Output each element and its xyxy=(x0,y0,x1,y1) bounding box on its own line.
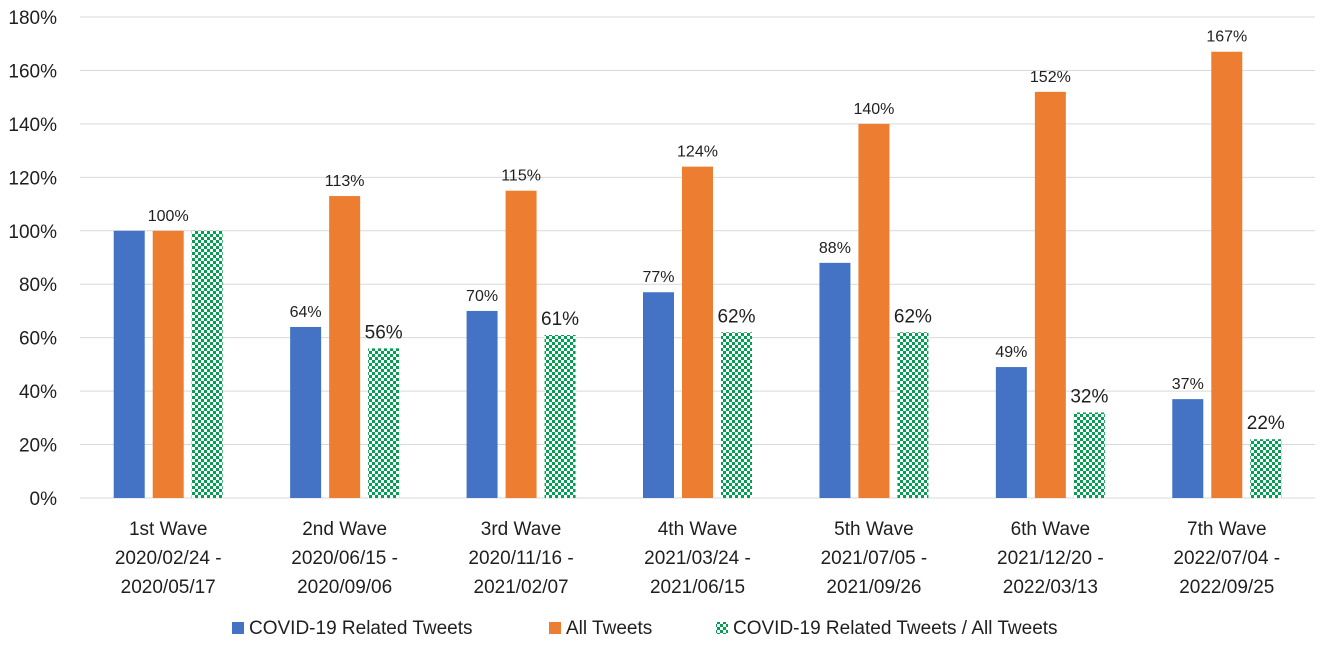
x-category-date: 2020/05/17 xyxy=(121,577,216,598)
data-label: 167% xyxy=(1206,29,1247,46)
bar-ratio xyxy=(1073,412,1105,498)
bar-all-tweets xyxy=(505,190,537,498)
x-category-name: 7th Wave xyxy=(1187,519,1267,540)
x-category-date: 2021/09/26 xyxy=(826,577,921,598)
y-tick-label: 40% xyxy=(19,382,57,403)
bar-covid-related xyxy=(113,230,145,498)
y-tick-label: 120% xyxy=(8,168,57,189)
bar-all-tweets xyxy=(329,196,361,499)
data-label: 140% xyxy=(853,101,894,118)
bar-ratio xyxy=(721,332,752,498)
bar-all-tweets xyxy=(1211,51,1243,498)
data-label: 64% xyxy=(290,304,322,321)
data-labels: 100% 64% 113% 56% 70% 115% 61% 77% 124% 62% 88% 140… xyxy=(148,29,1285,434)
data-label: 124% xyxy=(677,144,718,161)
x-category-name: 1st Wave xyxy=(129,519,208,540)
y-tick-label: 80% xyxy=(19,275,57,296)
data-label: 115% xyxy=(501,168,541,185)
bar-all-tweets xyxy=(152,230,184,498)
data-label: 49% xyxy=(995,344,1027,361)
bar-ratio xyxy=(368,348,400,498)
y-tick-label: 60% xyxy=(19,329,57,350)
x-axis-categories: 1st Wave 2020/02/24 - 2020/05/17 2nd Wave 20… xyxy=(115,519,1280,598)
bar-all-tweets xyxy=(682,166,713,498)
x-category-date: 2020/06/15 - xyxy=(291,548,398,569)
y-tick-label: 160% xyxy=(8,61,57,82)
data-label: 113% xyxy=(325,173,365,190)
bar-covid-related xyxy=(1172,399,1204,498)
data-label: 62% xyxy=(894,306,932,327)
data-label: 88% xyxy=(819,240,851,257)
y-axis-ticks: 0% 20% 40% 60% 80% 100% 120% 140% 160% 180% xyxy=(8,8,57,510)
x-category-date: 2021/02/07 xyxy=(474,577,569,598)
y-tick-label: 140% xyxy=(8,115,57,136)
bar-covid-related xyxy=(819,262,851,498)
x-category-date: 2021/06/15 xyxy=(650,577,745,598)
x-category-date: 2020/09/06 xyxy=(297,577,392,598)
bar-ratio xyxy=(191,230,223,498)
bar-covid-related xyxy=(995,367,1027,498)
legend-swatch xyxy=(549,622,561,634)
y-tick-label: 180% xyxy=(8,8,57,29)
x-category-name: 5th Wave xyxy=(834,519,914,540)
legend-label: COVID-19 Related Tweets / All Tweets xyxy=(733,618,1058,639)
data-label: 61% xyxy=(541,309,579,330)
x-category-date: 2021/12/20 - xyxy=(997,548,1104,569)
bar-ratio xyxy=(544,334,576,498)
y-tick-label: 100% xyxy=(8,222,57,243)
y-tick-label: 0% xyxy=(30,489,58,510)
x-category-date: 2022/07/04 - xyxy=(1173,548,1280,569)
legend: COVID-19 Related Tweets All Tweets COVID-1… xyxy=(232,618,1058,639)
data-label: 22% xyxy=(1247,413,1285,434)
data-label: 37% xyxy=(1172,376,1204,393)
bar-covid-related xyxy=(643,292,674,498)
x-category-date: 2021/03/24 - xyxy=(644,548,751,569)
x-category-name: 6th Wave xyxy=(1011,519,1091,540)
data-label: 77% xyxy=(642,269,674,286)
data-label: 32% xyxy=(1070,386,1108,407)
x-category-date: 2020/11/16 - xyxy=(468,548,573,569)
x-category-date: 2022/09/25 xyxy=(1179,577,1274,598)
x-category-date: 2021/07/05 - xyxy=(821,548,928,569)
data-label: 152% xyxy=(1030,69,1071,86)
x-category-name: 2nd Wave xyxy=(302,519,387,540)
data-label: 70% xyxy=(466,288,498,305)
bar-covid-related xyxy=(290,326,322,498)
bar-ratio xyxy=(1250,439,1282,498)
legend-label: All Tweets xyxy=(566,618,652,639)
data-label: 62% xyxy=(717,306,755,327)
bar-all-tweets xyxy=(858,123,890,498)
legend-swatch xyxy=(716,622,728,634)
bars xyxy=(113,51,1282,499)
bar-covid-related xyxy=(466,310,498,498)
x-category-name: 4th Wave xyxy=(658,519,738,540)
data-label: 56% xyxy=(365,322,403,343)
data-label: 100% xyxy=(148,208,189,225)
bar-all-tweets xyxy=(1034,91,1066,499)
legend-label: COVID-19 Related Tweets xyxy=(249,618,473,639)
x-category-name: 3rd Wave xyxy=(481,519,562,540)
x-category-date: 2020/02/24 - xyxy=(115,548,222,569)
bar-ratio xyxy=(897,332,929,498)
x-category-date: 2022/03/13 xyxy=(1003,577,1098,598)
y-tick-label: 20% xyxy=(19,436,57,457)
legend-swatch xyxy=(232,622,244,634)
